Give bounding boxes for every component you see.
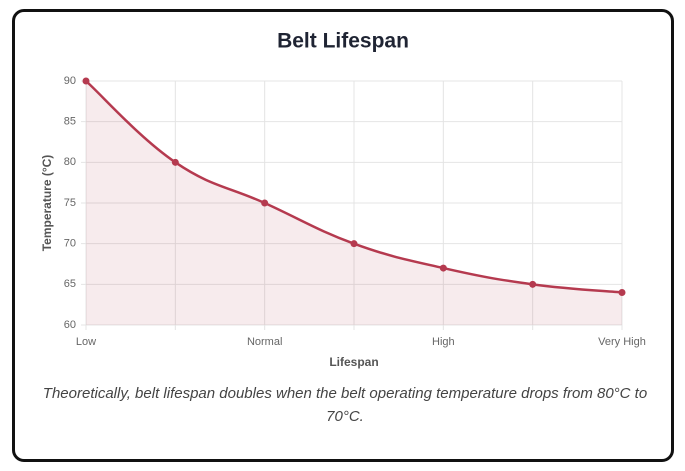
point bbox=[618, 288, 626, 296]
caption: Theoretically, belt lifespan doubles whe… bbox=[42, 385, 648, 425]
x-axis-title: Lifespan bbox=[329, 355, 378, 369]
x-tick-label: Very High bbox=[598, 336, 646, 348]
point bbox=[529, 280, 537, 288]
y-axis-title: Temperature (°C) bbox=[40, 155, 54, 252]
y-tick-label: 70 bbox=[64, 238, 76, 250]
point bbox=[261, 199, 269, 207]
y-tick-label: 75 bbox=[64, 197, 76, 209]
point bbox=[171, 158, 179, 166]
x-tick-label: High bbox=[432, 336, 455, 348]
point bbox=[350, 240, 358, 248]
x-tick-label: Low bbox=[76, 336, 96, 348]
y-tick-label: 90 bbox=[64, 75, 76, 87]
y-tick-label: 85 bbox=[64, 116, 76, 128]
y-tick-label: 65 bbox=[64, 278, 76, 290]
chart-title: Belt Lifespan bbox=[277, 30, 409, 53]
y-tick-label: 80 bbox=[64, 156, 76, 168]
point bbox=[439, 264, 447, 272]
x-tick-label: Normal bbox=[247, 336, 282, 348]
point bbox=[82, 77, 90, 85]
y-tick-label: 60 bbox=[64, 319, 76, 331]
area bbox=[86, 81, 622, 325]
card bbox=[12, 9, 674, 462]
